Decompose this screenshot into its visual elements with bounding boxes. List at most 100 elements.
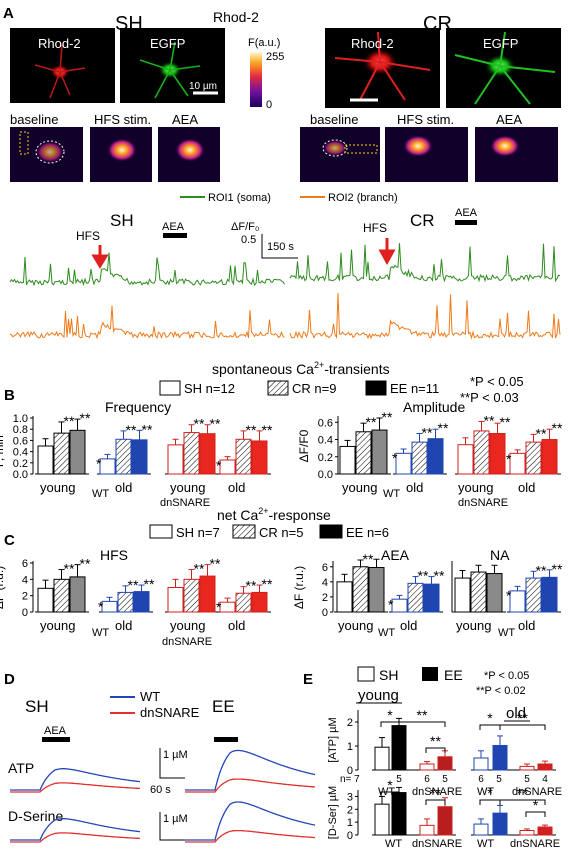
colorbar-title: F(a.u.) — [248, 37, 280, 49]
e-bar — [419, 763, 435, 771]
b-amp-dnsnare: dnSNARE — [458, 497, 508, 509]
e-bracket — [398, 721, 446, 727]
bar — [53, 432, 70, 475]
bar — [235, 592, 252, 613]
e-bar — [492, 745, 508, 771]
e-bracket-star: ** — [517, 710, 528, 726]
d-ee-dser-dn — [185, 829, 315, 843]
e-bracket-star: * — [387, 707, 393, 723]
legend-c-swatch — [232, 524, 256, 539]
bar — [525, 441, 542, 475]
e-n-value: 6 — [478, 774, 484, 785]
b-freq-old: old — [115, 480, 132, 495]
e-bar — [374, 803, 390, 836]
e-bar — [537, 826, 553, 836]
legend-b-label: EE n=11 — [390, 381, 439, 396]
e-n-value: 5 — [496, 774, 502, 785]
cr-heatmap-row: baseline HFS stim. AEA — [300, 112, 558, 182]
legend-b-swatch — [267, 380, 289, 396]
center-rhod-title: Rhod-2 — [213, 9, 259, 25]
bar — [117, 591, 134, 613]
panel-letter-c: C — [4, 532, 15, 549]
cr-rhod-image: Rhod-2 — [325, 28, 440, 108]
bar — [69, 429, 86, 475]
b-freq-old-dn: old — [228, 480, 245, 495]
panel-letter-a: A — [3, 5, 14, 22]
e-bar — [473, 823, 489, 836]
e-n-value: 6 — [424, 774, 430, 785]
d-scale-um-1: 1 µM — [163, 749, 188, 761]
panel-letter-b: B — [4, 387, 15, 404]
sh-aea-bar — [163, 233, 187, 238]
sh-hfs-marker: HFS — [76, 229, 100, 243]
bar — [473, 430, 490, 475]
bar — [395, 452, 412, 475]
e-bracket-star: * — [487, 710, 493, 726]
c-hfs-dnsnare: dnSNARE — [162, 636, 212, 648]
e-bar — [492, 812, 508, 836]
sh-rhod-image: Rhod-2 — [10, 28, 115, 103]
significance-star: ** — [126, 422, 137, 438]
d-aea-label: AEA — [44, 725, 67, 737]
d-sh-atp-dn — [10, 782, 140, 793]
cr-aea-label: AEA — [496, 112, 522, 127]
d-wt-legend: WT — [140, 689, 160, 704]
significance-star: ** — [422, 425, 433, 441]
y-tick-label: 0.2 — [318, 452, 333, 464]
bar — [235, 438, 252, 475]
aea-title: AEA — [381, 547, 410, 563]
bar — [133, 591, 150, 613]
bar — [427, 438, 444, 475]
y-tick-label: 6 — [322, 562, 328, 574]
bar — [352, 566, 369, 613]
na-title: NA — [490, 547, 510, 563]
d-aea-bar-sh — [42, 737, 70, 742]
e-y-tick-label: 0 — [347, 830, 353, 842]
d-scalebar-dser — [159, 812, 185, 841]
y-axis-label: ΔF/F0 — [297, 429, 311, 462]
cr-hfs-label: HFS stim. — [397, 112, 454, 127]
cr-hfs-marker: HFS — [363, 221, 387, 235]
significance-star: ** — [500, 414, 511, 430]
significance-star: ** — [438, 420, 449, 436]
e-y-tick-label: 2 — [347, 717, 353, 729]
significance-star: ** — [210, 416, 221, 432]
legend-b-swatch — [159, 380, 181, 396]
bar — [423, 583, 440, 613]
e-bracket-star: ** — [430, 785, 441, 801]
time-scale: 150 s — [267, 241, 294, 253]
y-tick-label: 0.8 — [13, 424, 28, 436]
significance-star: ** — [142, 421, 153, 437]
df-f0-label: ΔF/F₀ — [231, 221, 259, 233]
c-na-young: young — [456, 618, 491, 633]
colorbar-max: 255 — [266, 51, 284, 63]
b-sig1: *P < 0.05 — [470, 374, 524, 389]
significance-star: * — [216, 599, 222, 615]
sh-baseline-label: baseline — [10, 112, 58, 127]
d-scalebar-atp — [159, 748, 185, 779]
bar — [454, 577, 471, 613]
legend-c-label: SH n=7 — [176, 525, 220, 540]
b-amp-old-dn: old — [518, 480, 535, 495]
e-bracket-star: ** — [517, 785, 528, 801]
e-y-tick-label: 2 — [347, 804, 353, 816]
significance-star: * — [98, 598, 104, 614]
panel-letter-e: E — [303, 671, 313, 688]
sh-aea-marker: AEA — [162, 221, 185, 233]
e-old-title: old — [506, 705, 526, 722]
significance-star: ** — [262, 576, 273, 592]
y-axis-label: ΔF (r.u.) — [0, 566, 6, 609]
b-sig2: **P < 0.03 — [460, 390, 519, 405]
c-aea-wt: WT — [378, 627, 395, 639]
sh-soma-trace — [9, 252, 285, 287]
bar — [391, 598, 408, 613]
e-bracket — [425, 799, 446, 805]
d-atp-label: ATP — [8, 760, 34, 776]
significance-star: * — [216, 458, 222, 474]
e-n-label: n= 7 — [340, 774, 360, 785]
c-hfs-young: young — [40, 618, 75, 633]
bar — [368, 567, 385, 613]
legend-c-label: CR n=5 — [259, 525, 303, 540]
significance-star: ** — [366, 414, 377, 430]
d-sh-title: SH — [25, 697, 49, 716]
